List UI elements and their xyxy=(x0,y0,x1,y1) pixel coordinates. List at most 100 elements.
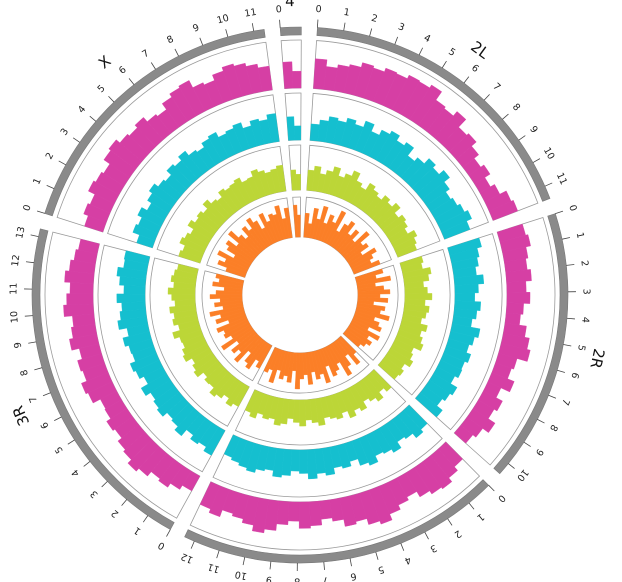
track-1-bar-2R-20 xyxy=(454,424,474,444)
tick-X-5 xyxy=(108,95,115,103)
tick-label-2R-9: 9 xyxy=(533,447,546,458)
tick-label-X-2: 2 xyxy=(44,151,57,162)
ideogram-2L xyxy=(316,27,551,202)
chromosome-label-X: X xyxy=(95,52,114,72)
tick-label-2R-10: 10 xyxy=(514,467,530,483)
tick-label-3R-5: 5 xyxy=(53,444,66,455)
track-4-bar-4-1 xyxy=(297,214,301,238)
tick-3L-7 xyxy=(323,561,325,570)
tick-label-3L-2: 2 xyxy=(452,527,463,540)
tick-2L-0 xyxy=(317,19,319,28)
tick-3L-1 xyxy=(468,502,475,510)
tick-label-3L-7: 7 xyxy=(322,574,329,582)
tick-X-10 xyxy=(225,29,229,37)
tick-label-3R-8: 8 xyxy=(19,368,31,377)
track-4-bar-3R-26 xyxy=(215,273,245,284)
track-2-bar-2R-20 xyxy=(415,392,443,418)
track-3-bar-2R-5 xyxy=(404,286,428,294)
tick-label-3R-3: 3 xyxy=(88,488,100,500)
tick-label-X-8: 8 xyxy=(165,34,175,47)
tick-label-4-0: 0 xyxy=(275,4,282,15)
tick-2L-9 xyxy=(518,135,526,141)
tick-label-2L-4: 4 xyxy=(422,33,432,46)
chromosome-label-4: 4 xyxy=(285,0,295,10)
tick-2R-6 xyxy=(557,369,566,373)
track-1-bar-2R-6 xyxy=(506,292,531,304)
tick-label-3L-1: 1 xyxy=(475,511,487,523)
tick-X-7 xyxy=(150,62,156,70)
tick-3L-12 xyxy=(190,541,195,549)
track-3-bar-2L-22 xyxy=(395,243,418,258)
tick-3L-9 xyxy=(269,561,272,570)
tick-label-3R-13: 13 xyxy=(14,226,27,240)
tick-3L-6 xyxy=(349,558,352,567)
track-2-bar-4-1 xyxy=(293,125,302,141)
tick-4-0 xyxy=(279,19,281,28)
tick-3R-5 xyxy=(67,439,75,445)
track-3-bar-3L-24 xyxy=(244,389,260,413)
track-3-bar-3L-15 xyxy=(299,399,307,427)
tick-2L-8 xyxy=(502,113,509,120)
track-1-bar-2R-5 xyxy=(506,280,527,293)
tick-label-3R-7: 7 xyxy=(28,395,40,405)
track-1-bar-3L-14 xyxy=(309,500,323,526)
tick-3L-0 xyxy=(488,485,495,492)
track-3-bar-3R-26 xyxy=(177,263,199,275)
tick-2R-2 xyxy=(566,264,575,266)
tick-label-2L-2: 2 xyxy=(370,13,379,25)
tick-2L-3 xyxy=(394,36,399,45)
tick-label-X-0: 0 xyxy=(21,203,33,212)
tick-label-2R-3: 3 xyxy=(580,288,591,294)
tick-label-2L-3: 3 xyxy=(396,21,406,33)
tick-label-2R-5: 5 xyxy=(575,344,587,352)
tick-label-X-11: 11 xyxy=(244,7,258,20)
tick-label-X-3: 3 xyxy=(59,126,71,137)
tick-2L-11 xyxy=(544,182,553,187)
tick-label-3L-5: 5 xyxy=(376,563,385,575)
track-2-bar-3L-16 xyxy=(290,449,300,472)
tick-3R-7 xyxy=(42,392,51,397)
tick-label-3L-0: 0 xyxy=(495,492,507,504)
track-2-bar-2L-22 xyxy=(441,220,471,240)
tick-3R-0 xyxy=(166,529,171,537)
track-2-bar-3R-26 xyxy=(123,250,151,265)
tick-label-3L-4: 4 xyxy=(403,554,413,566)
tick-3L-3 xyxy=(424,531,429,540)
tick-label-3L-11: 11 xyxy=(206,561,221,575)
tick-label-2L-11: 11 xyxy=(554,171,569,187)
track-4-bar-3L-24 xyxy=(263,347,278,373)
tick-label-2L-1: 1 xyxy=(343,7,351,19)
track-3-bar-3R-21 xyxy=(171,294,196,301)
track-1-bar-3R-21 xyxy=(66,293,94,306)
tick-label-3L-12: 12 xyxy=(179,550,194,565)
tick-3L-10 xyxy=(242,557,246,566)
track-2-bar-X-22 xyxy=(266,113,280,143)
track-1-bar-3L-24 xyxy=(199,481,221,510)
track-2-bar-3R-22 xyxy=(123,285,146,295)
tick-label-3L-3: 3 xyxy=(428,542,438,555)
tick-label-2L-7: 7 xyxy=(490,81,502,93)
tick-2L-6 xyxy=(463,76,470,84)
tick-2R-8 xyxy=(537,418,545,424)
tick-label-2R-2: 2 xyxy=(578,260,590,267)
track-1-bar-3L-16 xyxy=(287,501,300,522)
tick-2R-7 xyxy=(548,394,557,399)
tick-label-2R-8: 8 xyxy=(547,422,560,432)
tick-2R-9 xyxy=(523,441,531,447)
tick-3L-5 xyxy=(375,551,379,560)
tick-3R-9 xyxy=(28,341,37,344)
track-2-bar-2R-6 xyxy=(454,292,475,302)
tick-label-2R-7: 7 xyxy=(559,397,571,407)
tick-label-3R-1: 1 xyxy=(132,524,143,536)
tick-label-X-7: 7 xyxy=(140,48,151,61)
tick-3R-12 xyxy=(25,261,35,264)
tick-label-3R-6: 6 xyxy=(39,420,52,430)
track-3-bar-4-0 xyxy=(290,169,297,191)
tick-label-3R-10: 10 xyxy=(9,311,21,324)
tick-2R-4 xyxy=(566,317,575,320)
tick-label-3L-9: 9 xyxy=(265,574,272,582)
tick-label-2R-1: 1 xyxy=(574,231,586,239)
track-4-bar-X-22 xyxy=(283,207,293,239)
